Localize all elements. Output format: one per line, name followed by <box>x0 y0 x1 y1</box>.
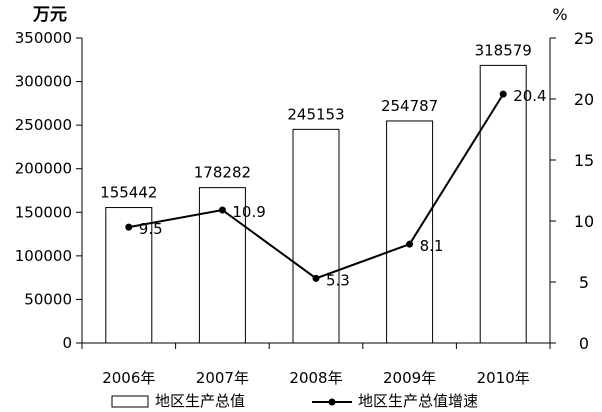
growth-value-label: 5.3 <box>326 271 350 289</box>
legend-line-label: 地区生产总值增速 <box>358 392 478 410</box>
growth-point <box>125 223 133 231</box>
legend-line-marker <box>328 398 336 406</box>
right-tick-label: 20 <box>574 90 594 109</box>
legend-bar-swatch <box>111 395 149 408</box>
bar-value-label: 254787 <box>381 97 438 115</box>
right-tick-label: 15 <box>574 151 594 170</box>
right-tick-label: 5 <box>579 273 589 292</box>
right-unit-label: % <box>552 5 567 24</box>
legend-bar-label: 地区生产总值 <box>155 392 245 410</box>
left-tick-label: 200000 <box>15 160 72 178</box>
x-tick-label: 2008年 <box>289 369 342 387</box>
growth-point <box>406 240 414 248</box>
left-tick-label: 300000 <box>15 73 72 91</box>
left-tick-label: 150000 <box>15 203 72 221</box>
right-tick-label: 0 <box>579 334 589 353</box>
bar-value-label: 155442 <box>100 184 157 202</box>
x-tick-label: 2010年 <box>477 369 530 387</box>
left-tick-label: 0 <box>62 334 72 352</box>
growth-value-label: 20.4 <box>513 87 546 105</box>
growth-value-label: 9.5 <box>139 220 163 238</box>
left-unit-label: 万元 <box>32 5 67 25</box>
legend: 地区生产总值 地区生产总值增速 <box>111 392 478 410</box>
left-tick-label: 50000 <box>24 290 72 308</box>
bar <box>479 64 527 344</box>
bar-value-label: 318579 <box>475 41 532 59</box>
growth-value-label: 8.1 <box>420 237 444 255</box>
right-tick-label: 10 <box>574 212 594 231</box>
x-tick-label: 2009年 <box>383 369 436 387</box>
left-tick-label: 350000 <box>15 29 72 47</box>
x-tick-label: 2007年 <box>196 369 249 387</box>
growth-point <box>499 90 507 98</box>
growth-value-label: 10.9 <box>232 203 265 221</box>
growth-point <box>218 206 226 214</box>
plot-area: 155442 178282 245153 254787 318579 0 50000 1000… <box>15 29 594 387</box>
left-tick-label: 100000 <box>15 247 72 265</box>
left-tick-label: 250000 <box>15 116 72 134</box>
right-tick-label: 25 <box>574 29 594 48</box>
bar-value-label: 178282 <box>194 164 251 182</box>
bar-value-label: 245153 <box>287 105 344 123</box>
bar <box>386 120 434 344</box>
x-tick-label: 2006年 <box>102 369 155 387</box>
growth-point <box>312 274 320 282</box>
bar <box>292 128 340 344</box>
